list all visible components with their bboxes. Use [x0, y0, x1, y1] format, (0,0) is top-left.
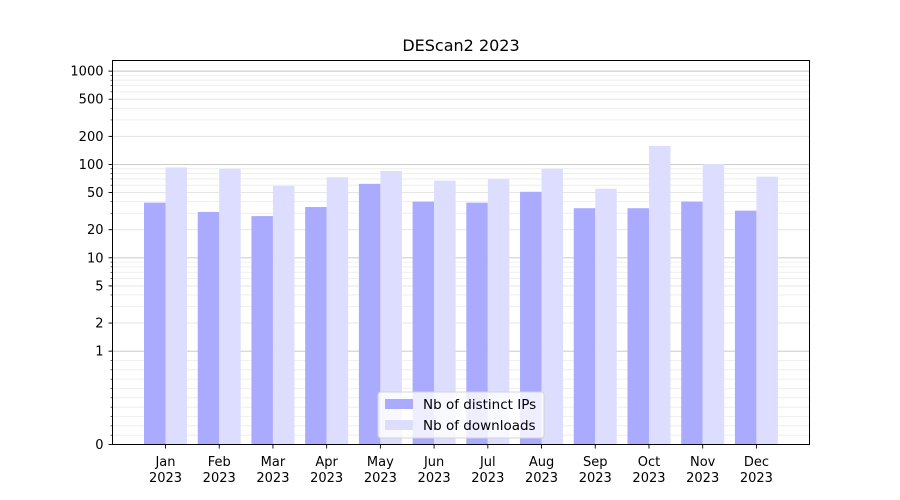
- x-tick-label-month: Apr: [315, 455, 338, 470]
- bar-distinct-ips: [681, 201, 703, 445]
- y-tick-label: 1000: [70, 65, 103, 80]
- x-tick-label-month: Feb: [208, 455, 231, 470]
- x-tick-label-month: May: [367, 455, 394, 470]
- bar-distinct-ips: [251, 216, 273, 445]
- x-tick-label-month: Jun: [423, 455, 444, 470]
- bar-downloads: [165, 167, 187, 445]
- bar-distinct-ips: [358, 183, 381, 445]
- bar-downloads: [219, 168, 241, 445]
- y-tick-label: 200: [79, 130, 104, 145]
- bar-downloads: [434, 180, 456, 445]
- legend-swatch: [385, 420, 413, 430]
- y-tick-label: 1: [95, 345, 103, 360]
- x-tick-label-month: Nov: [690, 455, 716, 470]
- x-tick-label-year: 2023: [256, 471, 289, 486]
- bar-distinct-ips: [573, 208, 596, 445]
- legend: Nb of distinct IPs Nb of downloads: [377, 391, 545, 439]
- bar-distinct-ips: [627, 208, 649, 445]
- bar-downloads: [380, 171, 402, 445]
- x-tick-label-month: Oct: [638, 455, 660, 470]
- bar-distinct-ips: [305, 207, 327, 445]
- x-axis: Jan2023Feb2023Mar2023Apr2023May2023Jun20…: [149, 444, 773, 486]
- y-axis: 0 1 2 5 10 20 50 100 200 500 1000: [70, 65, 113, 453]
- x-tick-label-year: 2023: [525, 471, 558, 486]
- bar-distinct-ips: [144, 202, 166, 445]
- chart-title: DEScan2 2023: [402, 36, 519, 55]
- bar-distinct-ips: [734, 210, 757, 445]
- x-tick-label-year: 2023: [632, 471, 665, 486]
- y-tick-label: 0: [95, 438, 103, 453]
- bar-downloads: [541, 168, 564, 445]
- x-tick-label-month: Dec: [744, 455, 769, 470]
- x-tick-label-year: 2023: [579, 471, 612, 486]
- bar-downloads: [702, 164, 725, 445]
- x-tick-label-month: Aug: [529, 455, 554, 470]
- y-tick-label: 500: [79, 93, 104, 108]
- x-tick-label-year: 2023: [740, 471, 773, 486]
- x-tick-label-year: 2023: [418, 471, 451, 486]
- plot-frame: [112, 60, 810, 445]
- bar-downloads: [326, 177, 349, 445]
- bar-downloads: [595, 188, 617, 445]
- bar-downloads: [487, 178, 510, 445]
- bar-downloads: [648, 145, 671, 445]
- x-tick-label-month: Jan: [154, 455, 175, 470]
- y-tick-label: 5: [95, 279, 103, 294]
- legend-swatch: [385, 399, 413, 409]
- x-tick-label-month: Mar: [261, 455, 286, 470]
- x-tick-label-year: 2023: [203, 471, 236, 486]
- bar-downloads: [272, 185, 295, 445]
- x-tick-label-year: 2023: [364, 471, 397, 486]
- legend-label: Nb of downloads: [423, 418, 536, 434]
- legend-box: [377, 391, 545, 439]
- y-tick-label: 2: [95, 317, 103, 332]
- bar-downloads: [756, 176, 778, 445]
- bars: [144, 145, 778, 445]
- bar-distinct-ips: [412, 201, 435, 445]
- y-tick-label: 50: [87, 186, 104, 201]
- x-tick-label-year: 2023: [149, 471, 182, 486]
- legend-label: Nb of distinct IPs: [423, 397, 536, 413]
- x-tick-label-month: Jul: [479, 455, 496, 470]
- x-tick-label-year: 2023: [471, 471, 504, 486]
- y-tick-label: 100: [79, 158, 104, 173]
- x-tick-label-year: 2023: [686, 471, 719, 486]
- y-tick-label: 20: [87, 223, 104, 238]
- y-tick-label: 10: [87, 251, 104, 266]
- bar-distinct-ips: [520, 191, 542, 445]
- bar-distinct-ips: [197, 211, 220, 445]
- x-tick-label-month: Sep: [583, 455, 608, 470]
- bar-distinct-ips: [466, 202, 488, 445]
- x-tick-label-year: 2023: [310, 471, 343, 486]
